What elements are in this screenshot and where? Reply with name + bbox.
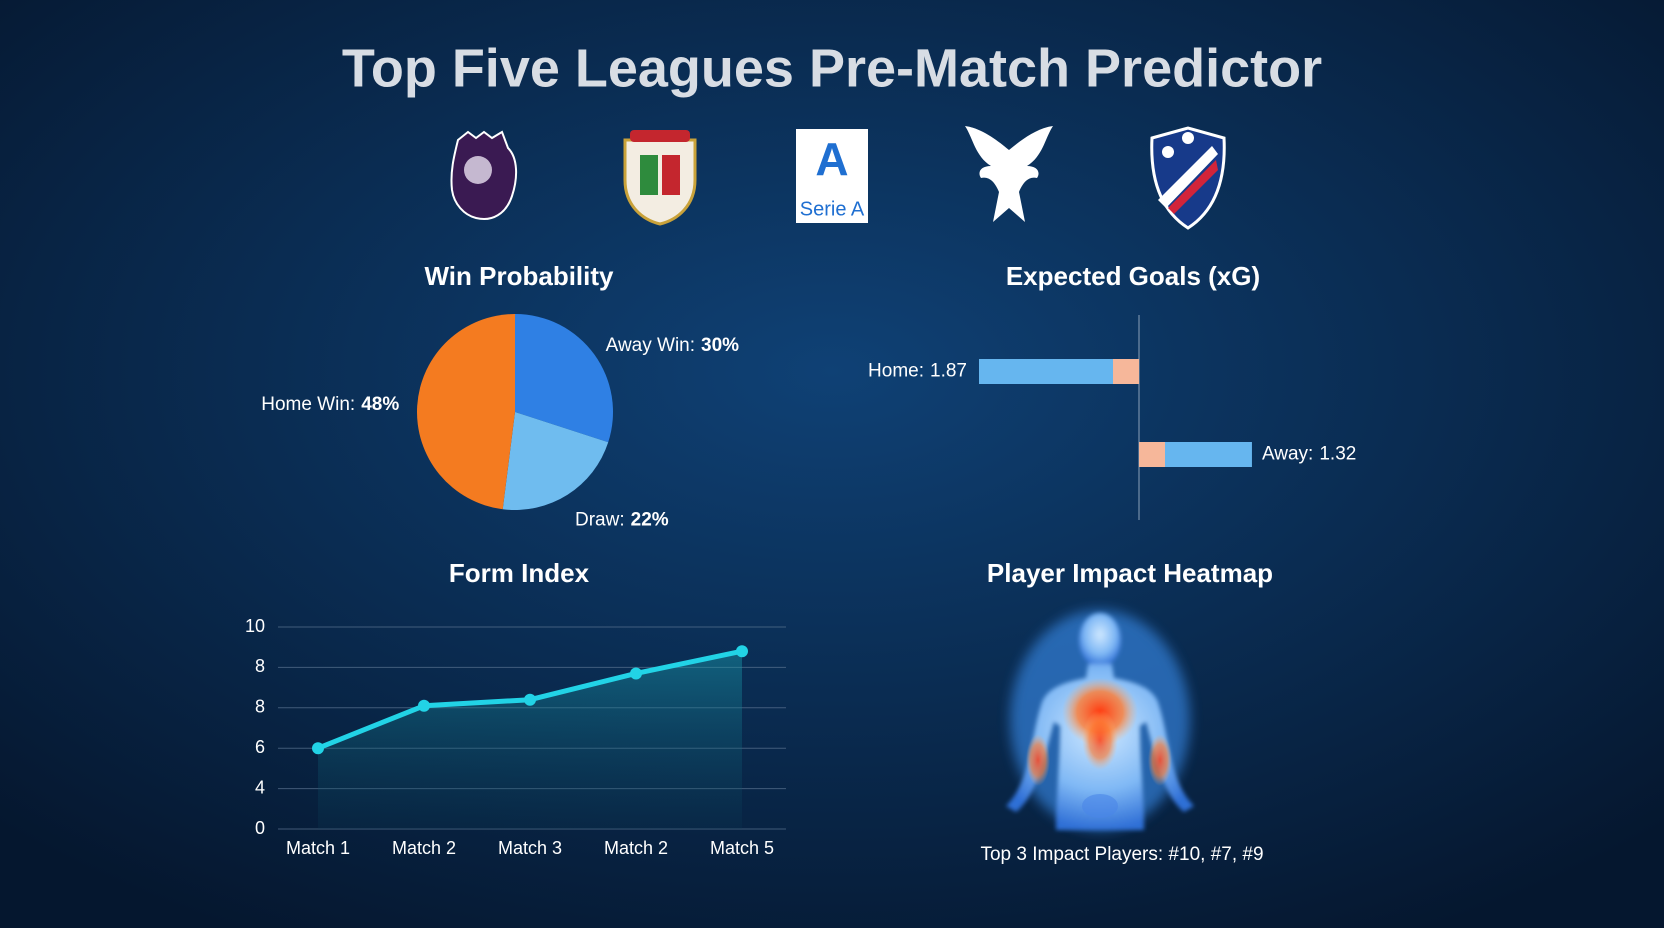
y-tick-label: 0	[255, 818, 265, 838]
chart-title: Expected Goals (xG)	[1006, 261, 1260, 291]
form-point	[418, 699, 430, 712]
xg-category: Home:	[868, 361, 924, 382]
pie-category: Away Win:	[606, 335, 695, 356]
y-tick-label: 8	[255, 656, 265, 676]
xg-bar-accent	[1113, 359, 1139, 384]
x-tick-label: Match 3	[498, 838, 562, 858]
heatmap-title: Player Impact Heatmap	[987, 558, 1273, 588]
x-tick-label: Match 2	[604, 838, 668, 858]
heatmap-caption: Top 3 Impact Players: #10, #7, #9	[980, 844, 1263, 865]
logo-premier-league	[450, 130, 518, 220]
form-point	[312, 742, 324, 755]
pie-value-label: 30%	[701, 335, 739, 356]
form-point	[630, 667, 642, 680]
pie-slice	[515, 314, 614, 443]
serie-a-letter: A	[815, 133, 848, 185]
xg-bar	[979, 359, 1139, 384]
y-tick-label: 6	[255, 737, 265, 757]
pie-label: Draw: 22%	[575, 510, 669, 531]
logo-serie-a: A Serie A	[796, 129, 868, 223]
pie-label: Home Win: 48%	[261, 394, 399, 415]
pie-value-label: 22%	[631, 510, 669, 531]
pie-category: Home Win:	[261, 394, 355, 415]
y-tick-label: 8	[255, 697, 265, 717]
serie-a-name: Serie A	[800, 198, 865, 220]
pie-label: Away Win: 30%	[606, 335, 740, 356]
xg-category: Away:	[1262, 444, 1313, 465]
xg-bar-accent	[1139, 442, 1165, 467]
chart-title: Win Probability	[425, 261, 615, 291]
xg-value-label: 1.87	[930, 361, 967, 382]
xg-label: Home: 1.87	[868, 361, 967, 382]
pie-category: Draw:	[575, 510, 625, 531]
form-point	[524, 693, 536, 706]
logo-laliga	[623, 130, 697, 226]
x-tick-label: Match 2	[392, 838, 456, 858]
body-heatmap	[1006, 610, 1194, 830]
page-title: Top Five Leagues Pre-Match Predictor	[342, 38, 1322, 98]
pie-slice	[502, 412, 609, 510]
pie-slice	[417, 314, 515, 510]
y-tick-label: 4	[255, 777, 265, 797]
x-tick-label: Match 5	[710, 838, 774, 858]
logo-ligue-1-shield	[1150, 126, 1226, 230]
chart-title: Form Index	[449, 558, 590, 588]
area-fill	[318, 651, 742, 829]
y-tick-label: 10	[245, 616, 265, 636]
pie-value-label: 48%	[361, 394, 399, 415]
xg-value-label: 1.32	[1319, 444, 1356, 465]
logo-bundesliga-eagle	[965, 126, 1053, 222]
xg-label: Away: 1.32	[1262, 444, 1356, 465]
form-point	[736, 645, 748, 658]
x-tick-label: Match 1	[286, 838, 350, 858]
